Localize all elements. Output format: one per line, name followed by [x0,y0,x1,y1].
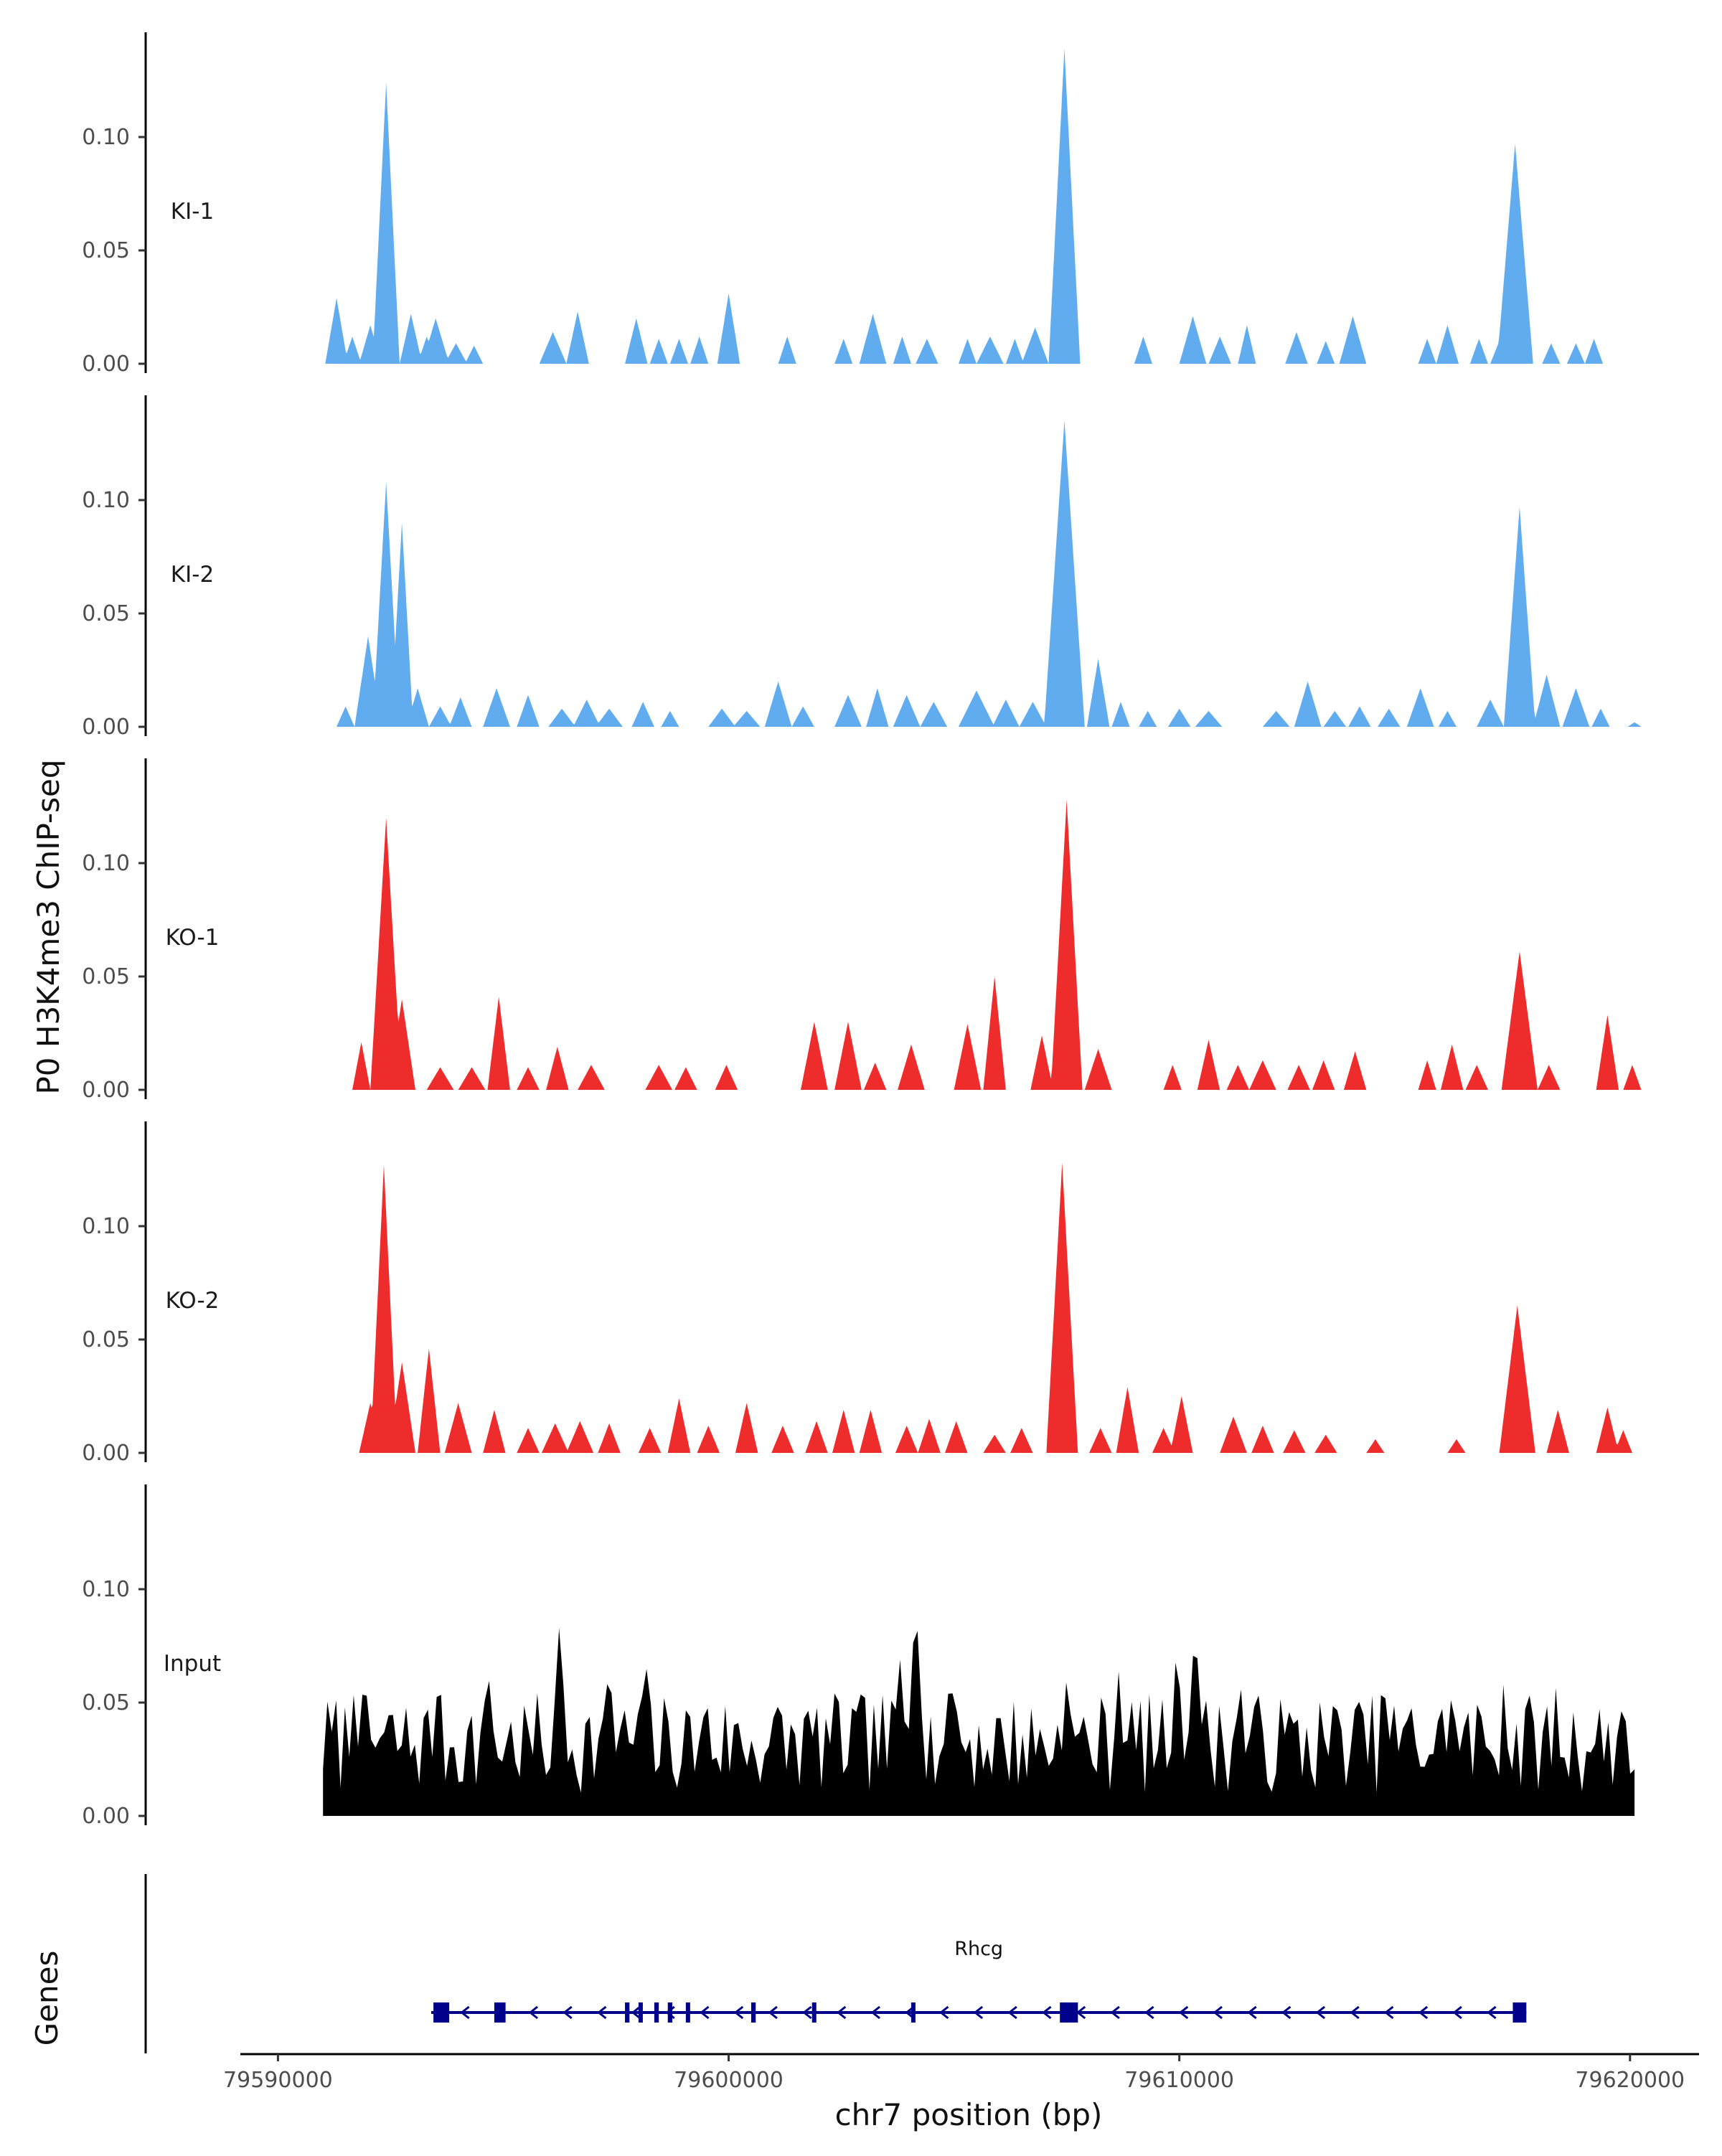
y-tick-label: 0.00 [82,1441,130,1466]
gene-exon [811,2002,817,2023]
gene-rhcg: Rhcg [430,1938,1527,2023]
gene-exon [1060,2002,1078,2023]
track-label: KO-1 [166,925,220,951]
strand-arrow-icon [460,2005,470,2020]
genes-panel-label: Genes [29,1951,65,2046]
strand-arrow-icon [870,2005,880,2020]
strand-arrow-icon [1315,2005,1326,2020]
gene-exon [625,2002,630,2023]
track-panel-input: 0.00 0.05 0.10 Input [82,1484,1635,1829]
y-tick-label: 0.00 [82,715,130,740]
strand-arrow-icon [1487,2005,1497,2020]
strand-arrow-icon [1110,2005,1120,2020]
tracks-layer: 0.00 0.05 0.10 KI-1 0.00 0.05 0.10 KI-2 0.00 0.05… [82,32,1698,1829]
y-tick-label: 0.10 [82,125,130,150]
strand-arrow-icon [597,2005,607,2020]
gene-exon [654,2002,659,2023]
y-tick-label: 0.10 [82,1214,130,1239]
strand-arrow-icon [733,2005,744,2020]
coverage-area-ki-1 [255,48,1698,364]
x-axis-title: chr7 position (bp) [835,2097,1103,2132]
x-tick-label: 79600000 [674,2068,784,2093]
y-tick-label: 0.05 [82,1327,130,1352]
strand-arrow-icon [1007,2005,1017,2020]
strand-arrow-icon [1144,2005,1154,2020]
strand-arrow-icon [836,2005,847,2020]
strand-arrow-icon [939,2005,949,2020]
gene-exon [494,2002,506,2023]
strand-arrow-icon [1281,2005,1292,2020]
y-tick-label: 0.05 [82,601,130,626]
strand-arrow-icon [1350,2005,1360,2020]
gene-exon [667,2002,673,2023]
track-panel-ki-2: 0.00 0.05 0.10 KI-2 [82,395,1698,740]
y-axis-title: P0 H3K4me3 ChIP-seq [31,759,66,1094]
y-tick-label: 0.05 [82,964,130,989]
genes-panel: Rhcg [144,1874,1527,2053]
strand-arrow-icon [1384,2005,1394,2020]
x-tick-label: 79610000 [1124,2068,1234,2093]
track-label: KO-2 [166,1288,220,1314]
gene-name-label: Rhcg [954,1938,1003,1960]
y-tick-label: 0.00 [82,1078,130,1103]
coverage-area-ko-2 [255,1162,1698,1453]
strand-arrow-icon [563,2005,573,2020]
strand-arrow-icon [1042,2005,1052,2020]
coverage-area-ko-1 [255,799,1698,1090]
track-label: KI-1 [171,199,214,225]
strand-arrow-icon [631,2005,641,2020]
strand-arrow-icon [1418,2005,1429,2020]
strand-arrow-icon [1178,2005,1189,2020]
track-panel-ko-1: 0.00 0.05 0.10 KO-1 [82,758,1698,1103]
coverage-area-ki-2 [255,420,1698,727]
gene-exon [751,2002,756,2023]
strand-arrow-icon [1452,2005,1462,2020]
coverage-area-input [323,1628,1635,1816]
track-panel-ki-1: 0.00 0.05 0.10 KI-1 [82,32,1698,377]
track-label: Input [164,1651,221,1677]
gene-exon [685,2002,690,2023]
x-tick-label: 79590000 [223,2068,333,2093]
y-tick-label: 0.05 [82,1690,130,1715]
strand-arrow-icon [802,2005,812,2020]
strand-arrow-icon [1247,2005,1257,2020]
gene-exon [433,2002,450,2023]
strand-arrow-icon [1213,2005,1223,2020]
y-tick-label: 0.00 [82,352,130,377]
y-tick-label: 0.10 [82,488,130,513]
gene-exon [638,2002,643,2023]
strand-arrow-icon [700,2005,710,2020]
y-tick-label: 0.00 [82,1804,130,1829]
y-tick-label: 0.05 [82,238,130,263]
track-panel-ko-2: 0.00 0.05 0.10 KO-2 [82,1121,1698,1466]
strand-arrow-icon [528,2005,539,2020]
track-label: KI-2 [171,562,214,588]
strand-arrow-icon [973,2005,984,2020]
y-tick-label: 0.10 [82,851,130,876]
y-tick-label: 0.10 [82,1577,130,1602]
gene-exon [1512,2002,1527,2023]
strand-arrow-icon [768,2005,778,2020]
x-axis: 79590000 79600000 79610000 79620000 [223,2053,1699,2093]
x-tick-label: 79620000 [1575,2068,1685,2093]
gene-exon [911,2002,916,2023]
